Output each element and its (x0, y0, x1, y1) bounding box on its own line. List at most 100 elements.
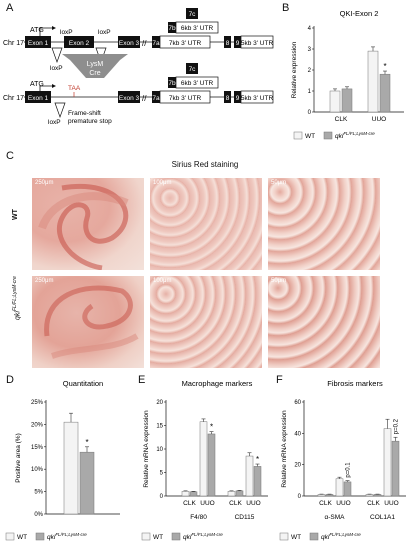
panel-label-d: D (6, 374, 14, 386)
deleted-allele: ATG Chr 17 Exon 1 loxP TAA Frame-shift p… (3, 63, 273, 126)
exon7b-label-top: 7b (168, 25, 176, 32)
chart-f-group-label: COL1A1 (370, 514, 395, 521)
chart-f-title: Fibrosis markers (327, 379, 383, 388)
chart-f-legend-ko-swatch (309, 532, 319, 541)
chart-b-ytick-label: 3 (308, 47, 312, 53)
exon9-label-top: 9 (236, 40, 240, 47)
chart-e-bar (245, 455, 254, 497)
atg-label-bottom: ATG (30, 81, 44, 88)
chart-f-bar (343, 481, 352, 497)
loxp-label-3: loxP (50, 65, 63, 72)
exon1-label-top: Exon 1 (28, 40, 49, 47)
exon1-label-bottom: Exon 1 (28, 95, 49, 102)
frameshift-label-1: Frame-shift (68, 110, 101, 117)
chart-b-bar (341, 88, 353, 113)
utr7a-label-bottom: 7kb 3' UTR (169, 95, 202, 102)
scale-ko-250: 250μm (35, 278, 54, 284)
floxed-allele: ATG Chr 17 Exon 1 Exon 2 loxP loxP loxP … (3, 8, 273, 72)
scale-ko-50: 50μm (271, 278, 287, 284)
chart-d-ytick-label: 10% (31, 467, 44, 473)
chart-d-legend-wt-label: WT (17, 534, 27, 541)
chart-f-ytick-label: 40 (294, 431, 301, 437)
chart-f-ylabel: Relative mRNA expression (281, 410, 288, 488)
chart-e-bar (235, 490, 244, 497)
chart-b-legend-ko-swatch (323, 131, 333, 140)
utr9-box-top (240, 35, 274, 49)
chart-b-ytick-label: 0 (308, 110, 312, 116)
exon3-box-top (118, 36, 140, 48)
exon7c-box-top (186, 8, 198, 19)
exon7b-label-bottom: 7b (168, 80, 176, 87)
chart-b-ytick-label: 2 (308, 68, 312, 74)
chart-b: QKI-Exon 2 0 1 2 3 4 Relative expression CLK UUO… (291, 9, 404, 140)
atg-label-top: ATG (30, 27, 44, 34)
break-mark-bottom: // (142, 94, 147, 103)
cre-label-1: LysM (87, 61, 104, 68)
utr7a-label-top: 7kb 3' UTR (169, 40, 202, 47)
chart-b-significance-mark: * (383, 62, 386, 71)
chart-e-category-label: UUO (246, 500, 260, 507)
chart-f-bar (373, 494, 382, 497)
chart-e-title: Macrophage markers (182, 379, 253, 388)
frameshift-label-2: premature stop (68, 118, 112, 125)
exon7b-box-top (168, 22, 176, 33)
micrograph-wt-100: 100μm (150, 178, 262, 270)
chart-f-bar (317, 494, 326, 497)
cre-label-2: Cre (89, 70, 100, 77)
scale-wt-100: 100μm (153, 180, 172, 186)
utr7a-box-bottom (159, 90, 211, 104)
exon7b-box-bottom (168, 77, 176, 88)
exon9-label-bottom: 9 (236, 95, 240, 102)
chart-b-legend-wt-swatch (293, 131, 303, 140)
panel-label-e: E (138, 374, 146, 386)
chart-f-bar (335, 478, 344, 497)
chart-b-bar (329, 90, 341, 113)
chart-b-title: QKI-Exon 2 (340, 9, 379, 18)
chart-d-ylabel: Positive area (%) (15, 433, 22, 483)
lysm-cre-arrow (62, 54, 128, 78)
chart-f-ytick-label: 20 (294, 463, 301, 469)
chart-e-group-label: F4/80 (190, 514, 207, 521)
chart-e-ytick-label: 5 (160, 471, 164, 477)
scale-wt-50: 50μm (271, 180, 287, 186)
chr-label-bottom: Chr 17 (3, 95, 24, 102)
loxp-label-4: loxP (48, 119, 61, 126)
chart-e-group-label: CD115 (235, 514, 255, 521)
exon8-label-bottom: 8 (226, 95, 230, 102)
utr7b-label-bottom: 6kb 3' UTR (181, 80, 214, 87)
chart-f-pvalue-label: p=0.1 (346, 462, 352, 478)
exon8-label-top: 8 (226, 40, 230, 47)
chart-d-ytick-label: 25% (31, 400, 44, 406)
chart-b-ylabel: Relative expression (291, 41, 298, 98)
utr7b-box-top (175, 21, 219, 34)
chr-label-top: Chr 17 (3, 40, 24, 47)
chart-b-category-label: CLK (335, 116, 348, 123)
utr9-label-top: 5kb 3' UTR (241, 40, 274, 47)
chart-e-ytick-label: 20 (156, 400, 163, 406)
chart-f-bar (391, 440, 400, 497)
chart-e-category-label: UUO (200, 500, 214, 507)
row-label-wt: WT (12, 209, 19, 220)
micrograph-ko-100: 100μm (150, 276, 262, 368)
chart-d-ytick-label: 0% (34, 512, 43, 518)
chart-f: Fibrosis markers 0 20 40 60 Relative mRNA exp… (279, 379, 406, 541)
chart-f-pvalue-label: p=0.2 (394, 418, 400, 434)
chart-f-category-label: CLK (367, 500, 380, 507)
atg-arrowhead-bottom (52, 84, 56, 88)
chart-e-category-label: CLK (183, 500, 196, 507)
chart-e-significance-mark: * (256, 455, 259, 464)
exon2-box-top (64, 36, 94, 48)
chart-e-ylabel: Relative mRNA expression (143, 410, 150, 488)
chart-f-category-label: UUO (336, 500, 350, 507)
exon3-label-top: Exon 3 (119, 40, 140, 47)
chart-e-bar (181, 491, 190, 497)
chart-e-bar (207, 433, 216, 497)
sirius-title: Sirius Red staining (171, 160, 239, 169)
row-label-ko: qkiFL/FL;LysM-cre (12, 276, 22, 320)
loxp-label-2: loxP (98, 29, 111, 36)
exon1-box-bottom (25, 91, 51, 103)
chart-e-legend-wt-swatch (141, 532, 151, 541)
chart-e-ytick-label: 10 (156, 447, 163, 453)
break-mark-top: // (142, 39, 147, 48)
exon7a-box-bottom (152, 91, 160, 103)
